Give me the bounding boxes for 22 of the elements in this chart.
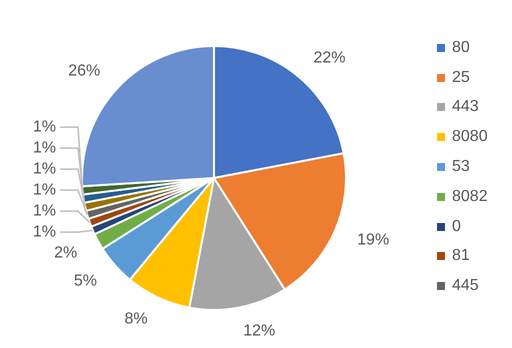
legend-label: 8082 [452, 188, 488, 206]
data-label: 5% [74, 272, 97, 290]
legend-label: 0 [452, 218, 461, 236]
data-label: 1% [32, 182, 56, 199]
data-label: 2% [54, 244, 78, 262]
data-label: 22% [313, 49, 346, 66]
data-label: 26% [68, 62, 100, 80]
data-label: 1% [32, 118, 56, 136]
legend-label: 25 [452, 68, 470, 87]
data-label: 19% [357, 231, 390, 248]
legend-label: 80 [452, 38, 470, 57]
data-label: 1% [32, 160, 56, 178]
legend-label: 8080 [452, 128, 488, 146]
legend-label: 81 [452, 247, 470, 266]
data-label: 1% [32, 202, 56, 220]
data-label: 8% [124, 310, 148, 328]
data-label: 1% [32, 224, 56, 241]
data-label: 12% [243, 322, 276, 340]
legend-label: 443 [452, 98, 479, 116]
legend-label: 445 [452, 277, 479, 296]
legend-label: 53 [452, 158, 470, 176]
data-label: 1% [32, 140, 56, 157]
